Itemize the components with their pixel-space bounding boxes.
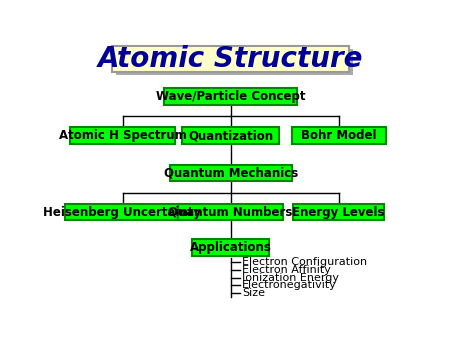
Text: Quantum Mechanics: Quantum Mechanics xyxy=(163,167,298,180)
Text: Wave/Particle Concept: Wave/Particle Concept xyxy=(156,90,306,103)
FancyBboxPatch shape xyxy=(182,127,279,144)
Text: Bohr Model: Bohr Model xyxy=(301,129,377,142)
FancyBboxPatch shape xyxy=(116,49,353,75)
FancyBboxPatch shape xyxy=(192,239,269,256)
Text: Energy Levels: Energy Levels xyxy=(292,206,385,219)
FancyBboxPatch shape xyxy=(293,204,384,220)
Text: Electron Affinity: Electron Affinity xyxy=(242,265,331,275)
FancyBboxPatch shape xyxy=(164,89,297,104)
Text: Quantum Numbers: Quantum Numbers xyxy=(168,206,293,219)
FancyBboxPatch shape xyxy=(292,127,386,144)
Text: Ionization Energy: Ionization Energy xyxy=(242,273,339,283)
Text: Applications: Applications xyxy=(190,241,271,254)
Text: Size: Size xyxy=(242,288,265,298)
FancyBboxPatch shape xyxy=(112,46,349,72)
Text: Quantization: Quantization xyxy=(188,129,273,142)
Text: Atomic H Spectrum: Atomic H Spectrum xyxy=(58,129,186,142)
FancyBboxPatch shape xyxy=(178,204,283,220)
FancyBboxPatch shape xyxy=(70,127,175,144)
Text: Heisenberg Uncertainty: Heisenberg Uncertainty xyxy=(44,206,202,219)
Text: Electronegativity: Electronegativity xyxy=(242,281,337,290)
FancyBboxPatch shape xyxy=(65,204,180,220)
Text: Atomic Structure: Atomic Structure xyxy=(98,45,364,73)
Text: Electron Configuration: Electron Configuration xyxy=(242,257,367,267)
FancyBboxPatch shape xyxy=(170,165,292,182)
